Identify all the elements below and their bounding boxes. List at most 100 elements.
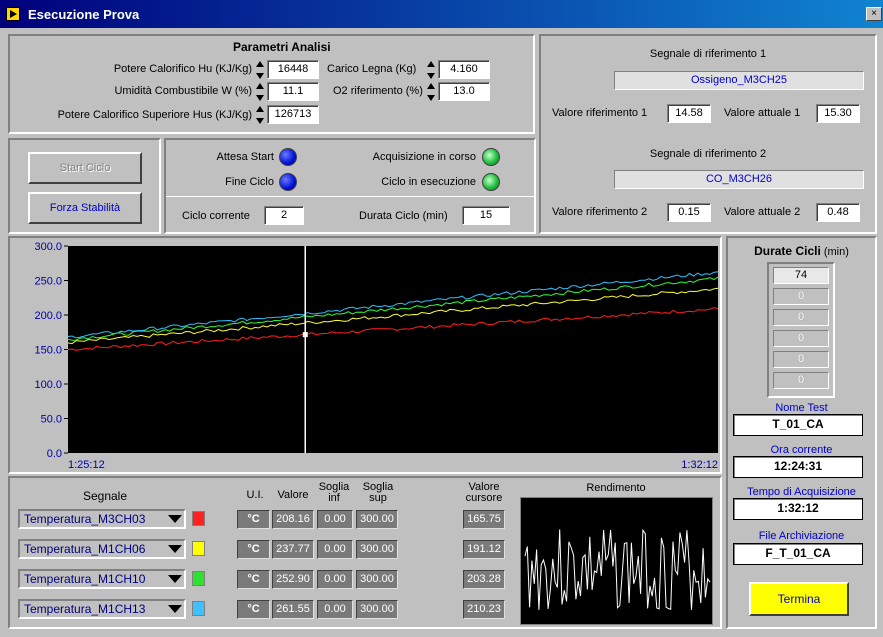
value-field: 261.55 bbox=[272, 600, 314, 619]
value-field: 252.90 bbox=[272, 570, 314, 589]
hu-label: Potere Calorifico Hu (KJ/Kg) bbox=[113, 63, 252, 75]
durata-item: 0 bbox=[773, 309, 829, 326]
umidita-spinner-icon[interactable] bbox=[256, 83, 265, 101]
y-tick-label: 150.0 bbox=[34, 345, 62, 357]
ref2-rif-label: Valore riferimento 2 bbox=[552, 206, 648, 218]
window-title: Esecuzione Prova bbox=[28, 6, 140, 22]
ref1-signal-field[interactable]: Ossigeno_M3CH25 bbox=[614, 71, 864, 90]
termina-button[interactable]: Termina bbox=[749, 582, 849, 616]
series-line bbox=[67, 276, 719, 341]
ref2-signal-field[interactable]: CO_M3CH26 bbox=[614, 170, 864, 189]
rendimento-header: Rendimento bbox=[586, 482, 646, 494]
value-field: 208.16 bbox=[272, 510, 314, 529]
rendimento-line bbox=[524, 528, 711, 610]
signal-dropdown[interactable]: Temperatura_M1CH13 bbox=[18, 599, 186, 619]
hus-spinner-icon[interactable] bbox=[256, 106, 265, 124]
esecuzione-label: Ciclo in esecuzione bbox=[381, 176, 476, 188]
durata-item: 74 bbox=[773, 267, 829, 284]
value-field: 237.77 bbox=[272, 540, 314, 559]
forza-stabilita-button[interactable]: Forza Stabilità bbox=[28, 192, 142, 224]
soglia-inf-header: Soglia inf bbox=[318, 481, 350, 504]
durata-item: 0 bbox=[773, 372, 829, 389]
start-ciclo-button[interactable]: Start Ciclo bbox=[28, 152, 142, 184]
soglia-sup-field[interactable]: 300.00 bbox=[356, 540, 398, 559]
signal-dropdown[interactable]: Temperatura_M3CH03 bbox=[18, 509, 186, 529]
series-line bbox=[67, 287, 719, 345]
cursor-value-field: 165.75 bbox=[463, 510, 505, 529]
ref1-heading: Segnale di riferimento 1 bbox=[649, 48, 767, 60]
acquisizione-led-icon bbox=[482, 148, 500, 166]
signal-name: Temperatura_M1CH10 bbox=[24, 572, 146, 586]
fine-ciclo-led-icon bbox=[279, 173, 297, 191]
status-divider bbox=[166, 196, 534, 197]
signal-name: Temperatura_M1CH06 bbox=[24, 542, 146, 556]
soglia-inf-field[interactable]: 0.00 bbox=[317, 570, 353, 589]
soglia-inf-field[interactable]: 0.00 bbox=[317, 510, 353, 529]
y-tick-label: 300.0 bbox=[34, 241, 62, 253]
series-color-swatch bbox=[192, 541, 205, 556]
series-line bbox=[67, 307, 719, 351]
valore-header: Valore bbox=[277, 489, 309, 501]
hus-field[interactable]: 126713 bbox=[267, 105, 319, 124]
hu-field[interactable]: 16448 bbox=[267, 60, 319, 79]
chevron-down-icon[interactable] bbox=[168, 545, 182, 553]
plot-area bbox=[68, 246, 718, 453]
cursor-handle[interactable] bbox=[302, 332, 308, 338]
soglia-sup-field[interactable]: 300.00 bbox=[356, 510, 398, 529]
title-bar: Esecuzione Prova bbox=[0, 0, 883, 28]
ref1-att-label: Valore attuale 1 bbox=[724, 107, 801, 119]
signal-name: Temperatura_M3CH03 bbox=[24, 512, 146, 526]
chevron-down-icon[interactable] bbox=[168, 575, 182, 583]
y-tick-label: 250.0 bbox=[34, 276, 62, 288]
durate-unit: (min) bbox=[823, 246, 849, 258]
carico-label: Carico Legna (Kg) bbox=[327, 63, 417, 75]
chevron-down-icon[interactable] bbox=[168, 515, 182, 523]
unit-field: °C bbox=[237, 510, 270, 529]
durata-item: 0 bbox=[773, 330, 829, 347]
soglia-inf-field[interactable]: 0.00 bbox=[317, 540, 353, 559]
hu-spinner-icon[interactable] bbox=[256, 61, 265, 79]
umidita-field[interactable]: 11.1 bbox=[267, 82, 319, 101]
carico-spinner-icon[interactable] bbox=[427, 61, 436, 79]
durata-item: 0 bbox=[773, 288, 829, 305]
carico-field[interactable]: 4.160 bbox=[438, 60, 490, 79]
nome-test-label: Nome Test bbox=[775, 402, 828, 414]
ciclo-corrente-label: Ciclo corrente bbox=[182, 210, 250, 222]
durate-list bbox=[767, 262, 835, 398]
signal-dropdown[interactable]: Temperatura_M1CH10 bbox=[18, 569, 186, 589]
nome-test-field: T_01_CA bbox=[733, 414, 863, 436]
x-end-label: 1:32:12 bbox=[681, 459, 718, 471]
o2-spinner-icon[interactable] bbox=[427, 83, 436, 101]
tempo-acquisizione-label: Tempo di Acquisizione bbox=[747, 486, 856, 498]
unit-field: °C bbox=[237, 600, 270, 619]
y-tick-label: 50.0 bbox=[41, 414, 62, 426]
soglia-sup-field[interactable]: 300.00 bbox=[356, 600, 398, 619]
ref1-att-field: 15.30 bbox=[816, 104, 860, 123]
signal-dropdown[interactable]: Temperatura_M1CH06 bbox=[18, 539, 186, 559]
ref2-att-label: Valore attuale 2 bbox=[724, 206, 801, 218]
o2-label: O2 riferimento (%) bbox=[333, 85, 423, 97]
chevron-down-icon[interactable] bbox=[168, 605, 182, 613]
close-button[interactable]: × bbox=[866, 7, 882, 21]
soglia-sup-field[interactable]: 300.00 bbox=[356, 570, 398, 589]
segnale-header: Segnale bbox=[82, 489, 128, 503]
cursor-value-field: 191.12 bbox=[463, 540, 505, 559]
ref2-rif-field: 0.15 bbox=[667, 203, 711, 222]
series-color-swatch bbox=[192, 571, 205, 586]
cursor-value-field: 210.23 bbox=[463, 600, 505, 619]
y-tick-label: 0.0 bbox=[47, 448, 62, 460]
ui-header: U.I. bbox=[246, 489, 264, 501]
rendimento-chart bbox=[520, 497, 713, 625]
ora-corrente-label: Ora corrente bbox=[770, 444, 833, 456]
ciclo-corrente-field: 2 bbox=[264, 206, 304, 225]
o2-field[interactable]: 13.0 bbox=[438, 82, 490, 101]
esecuzione-led-icon bbox=[482, 173, 500, 191]
app-icon bbox=[6, 7, 20, 21]
series-color-swatch bbox=[192, 511, 205, 526]
soglia-inf-field[interactable]: 0.00 bbox=[317, 600, 353, 619]
series-line bbox=[67, 271, 719, 339]
hus-label: Potere Calorifico Superiore Hus (KJ/Kg) bbox=[57, 109, 252, 121]
ora-corrente-field: 12:24:31 bbox=[733, 456, 863, 478]
file-archiviazione-field: F_T_01_CA bbox=[733, 543, 863, 565]
ref1-rif-label: Valore riferimento 1 bbox=[552, 107, 648, 119]
